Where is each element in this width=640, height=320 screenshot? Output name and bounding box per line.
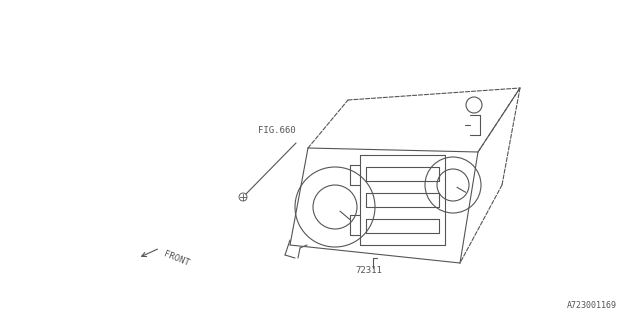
Text: A723001169: A723001169 (567, 301, 617, 310)
Text: 72311: 72311 (355, 266, 382, 275)
Text: FIG.660: FIG.660 (258, 126, 296, 135)
Text: FRONT: FRONT (162, 250, 190, 268)
